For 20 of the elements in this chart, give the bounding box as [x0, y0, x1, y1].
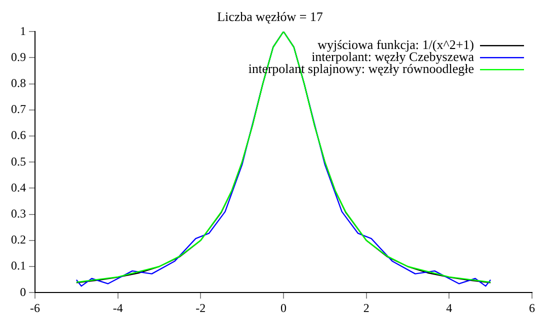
x-tick-label: 0	[280, 300, 286, 315]
y-tick-label: 0.8	[11, 76, 26, 90]
x-tick-label: 2	[363, 300, 370, 315]
x-tick-label: -6	[30, 300, 40, 315]
x-tick-label: -2	[196, 300, 206, 315]
x-tick-label: 4	[446, 300, 452, 315]
y-tick-label: 0.6	[11, 128, 26, 142]
x-tick-label: 6	[529, 300, 535, 315]
y-tick-label: 0.7	[11, 102, 26, 116]
y-tick-label: 0	[20, 284, 26, 299]
y-tick-label: 0.3	[11, 206, 26, 220]
x-tick-label: -4	[112, 300, 123, 315]
y-tick-label: 0.9	[11, 50, 26, 64]
y-tick-label: 1	[20, 24, 26, 38]
y-tick-label: 0.5	[11, 154, 26, 168]
y-tick-label: 0.2	[11, 232, 26, 247]
legend-label: wyjściowa funkcja: 1/(x^2+1)	[318, 37, 474, 52]
y-tick-label: 0.4	[11, 180, 26, 194]
y-tick-label: 0.1	[11, 258, 26, 273]
chart-title: Liczba węzłów = 17	[217, 9, 324, 24]
